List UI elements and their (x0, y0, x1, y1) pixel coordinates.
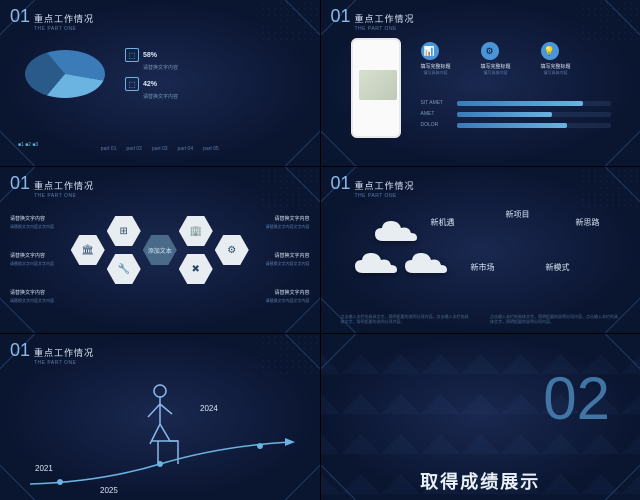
slide-5: 01重点工作情况 THE PART ONE 2021 2024 2025 (0, 334, 320, 500)
section-number: 02 (543, 364, 610, 433)
phone-mockup (351, 38, 401, 138)
slide-number: 01 (10, 6, 30, 27)
bar-chart: SIT AMET AMET DOLOR (421, 100, 611, 133)
year-label: 2021 (35, 464, 53, 473)
hex-label: 请替换文字内容请替换文字内容文字内容 (10, 215, 54, 230)
part-labels: part 01part 02part 03part 04part 05 (101, 146, 219, 152)
chart-icon: 📊 (421, 42, 439, 60)
cloud-label: 新机遇 (431, 217, 455, 228)
note-text: 点击输入本栏的具体文字，简明扼要的说明分项内容。点击输入本栏的具体文字，简明扼要… (341, 314, 471, 325)
hex-node: ✖ (179, 254, 213, 284)
hex-node: 🏛 (71, 235, 105, 265)
cloud-icon (371, 217, 421, 252)
monitor-icon: ⬚ (125, 48, 139, 62)
pie-chart (25, 50, 105, 106)
slide-4: 01重点工作情况 THE PART ONE 新机遇 新项目 新思路 新市场 新模… (321, 167, 640, 333)
timeline-arrow (20, 434, 300, 494)
slide-title: 重点工作情况 (34, 12, 94, 25)
slide-2: 01重点工作情况 THE PART ONE 📊填写完整标题填写具体内容 ⚙填写完… (321, 0, 640, 166)
monitor-icon: ⬚ (125, 77, 139, 91)
series-marks: ■1 ■2 ■3 (18, 142, 38, 148)
slide-grid: 01 重点工作情况 THE PART ONE ⬚58% 请替换文字内容 ⬚42% … (0, 0, 640, 500)
slide-subtitle: THE PART ONE (34, 26, 76, 32)
section-title: 取得成绩展示 (420, 468, 540, 494)
slide-3: 01重点工作情况 THE PART ONE 添加文本 ⊞ 🏢 🔧 ✖ 🏛 ⚙ 请… (0, 167, 320, 333)
slide-1: 01 重点工作情况 THE PART ONE ⬚58% 请替换文字内容 ⬚42% … (0, 0, 320, 166)
slide-6: 02 取得成绩展示 (321, 334, 640, 500)
hex-node: ⚙ (215, 235, 249, 265)
hex-center: 添加文本 (143, 235, 177, 265)
hex-node: 🔧 (107, 254, 141, 284)
gear-icon: ⚙ (481, 42, 499, 60)
pie-legend: ⬚58% 请替换文字内容 ⬚42% 请替换文字内容 (125, 48, 178, 106)
hex-node: 🏢 (179, 216, 213, 246)
hex-node: ⊞ (107, 216, 141, 246)
icon-row: 📊填写完整标题填写具体内容 ⚙填写完整标题填写具体内容 💡填写完整标题填写具体内… (421, 42, 571, 76)
bulb-icon: 💡 (541, 42, 559, 60)
